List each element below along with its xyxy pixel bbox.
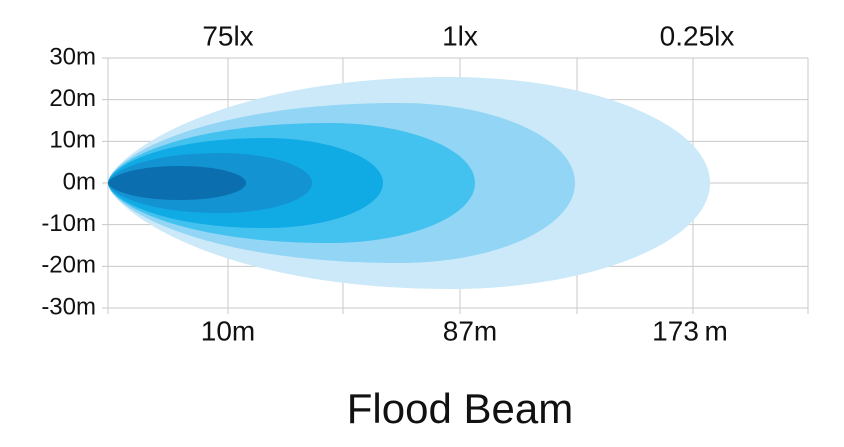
bottom-label: 10m xyxy=(201,315,255,346)
y-tick-label: -20m xyxy=(41,252,96,279)
y-tick-label: -10m xyxy=(41,210,96,237)
y-tick-label: -30m xyxy=(41,293,96,320)
y-tick-label: 20m xyxy=(49,85,96,112)
top-label: 0.25lx xyxy=(660,20,735,51)
top-label: 75lx xyxy=(202,20,253,51)
labels: 30m 20m 10m 0m -10m -20m -30m 75lx 1lx 0.25lx 10m 8… xyxy=(41,20,734,346)
bottom-label: 87m xyxy=(443,315,497,346)
y-tick-label: 10m xyxy=(49,127,96,154)
beam-pattern xyxy=(108,77,710,289)
beam-contour xyxy=(108,166,246,200)
y-tick-label: 0m xyxy=(63,168,96,195)
diagram-title: Flood Beam xyxy=(347,385,573,432)
y-tick-label: 30m xyxy=(49,43,96,70)
top-label: 1lx xyxy=(442,20,478,51)
bottom-label: 173 m xyxy=(652,315,728,346)
